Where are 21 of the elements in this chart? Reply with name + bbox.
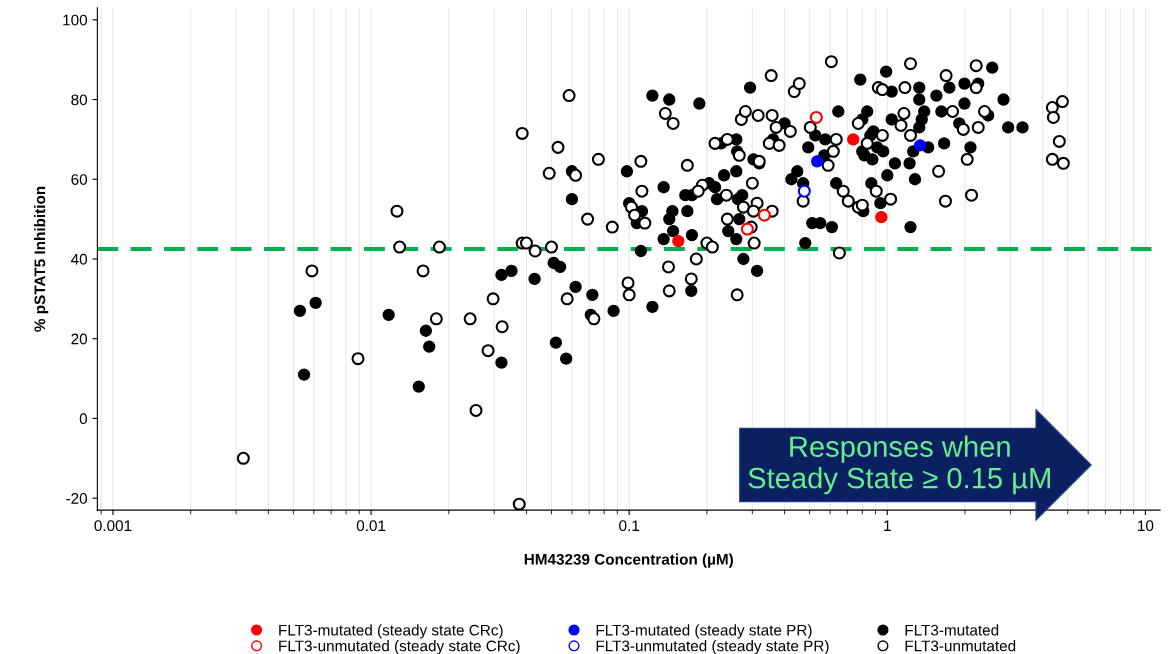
legend-label: FLT3-unmutated (steady state CRc) (279, 640, 520, 654)
y-tick-label: 100 (63, 14, 88, 26)
legend-label: FLT3-mutated (905, 624, 999, 636)
y-tick-label: 80 (71, 94, 88, 106)
x-tick-label: 1 (884, 520, 891, 531)
y-tick-label: 0 (79, 413, 88, 425)
legend-label: FLT3-unmutated (steady state PR) (596, 640, 829, 654)
x-tick-label: 0.001 (94, 520, 132, 532)
legend-label: FLT3-mutated (steady state PR) (596, 624, 812, 639)
annotation: Responses when Steady State ≥ 0.15 µM (748, 435, 1050, 495)
y-tick-label: 60 (71, 174, 88, 185)
y-tick-label: -20 (66, 493, 88, 504)
x-tick-label: 10 (1138, 520, 1154, 532)
legend-label: FLT3-mutated (steady state CRc) (279, 624, 503, 639)
y-tick-label: 20 (71, 333, 88, 345)
y-tick-label: 40 (71, 253, 88, 265)
x-axis-title: HM43239 Concentration (µM) (524, 553, 733, 568)
x-tick-label: 0.1 (619, 520, 640, 532)
x-tick-label: 0.01 (356, 520, 386, 532)
y-axis-title: % pSTAT5 Inhibition (34, 186, 49, 332)
legend-label: FLT3-unmutated (905, 640, 1016, 652)
